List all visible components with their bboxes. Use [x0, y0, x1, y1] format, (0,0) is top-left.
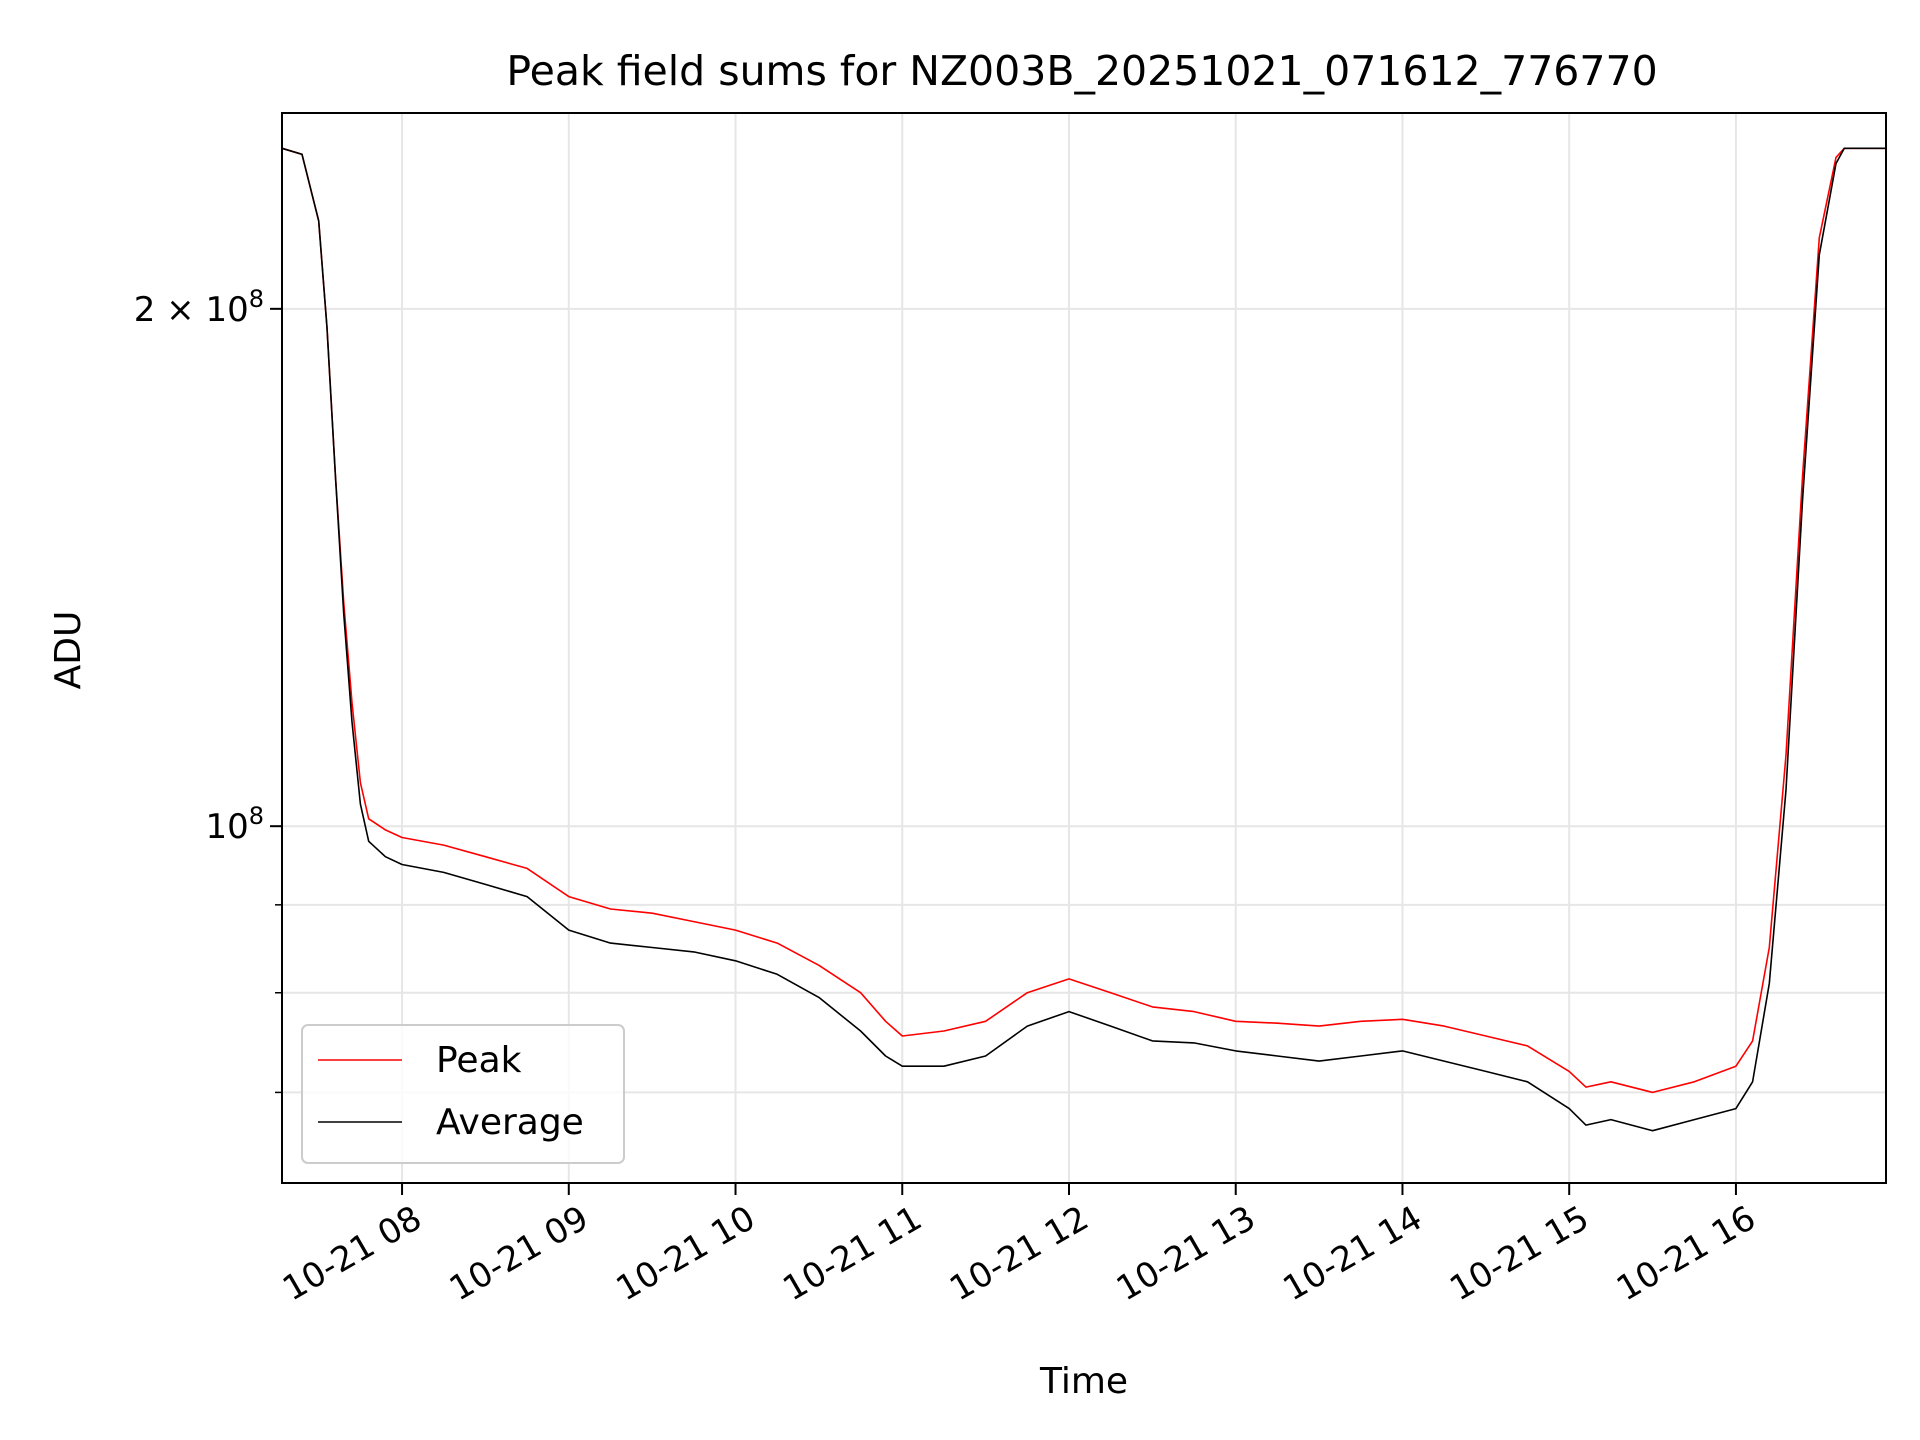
grid: [282, 113, 1886, 1183]
x-axis-label: Time: [1039, 1361, 1128, 1402]
chart-title: Peak field sums for NZ003B_20251021_0716…: [506, 47, 1657, 95]
plot-area-frame: [281, 112, 1887, 1184]
y-tick-label-1: 2 × 108: [134, 285, 264, 330]
y-axis-label: ADU: [48, 611, 89, 690]
series-line-average: [281, 147, 1886, 1132]
series-line-peak: [281, 147, 1886, 1094]
legend-label-peak: Peak: [436, 1040, 522, 1081]
legend-label-average: Average: [436, 1102, 584, 1143]
legend: Peak Average: [301, 1024, 625, 1164]
y-axis-ticks: 108 2 × 108: [134, 285, 282, 1094]
plot-series: [281, 147, 1886, 1132]
y-tick-label-0: 108: [205, 802, 264, 847]
